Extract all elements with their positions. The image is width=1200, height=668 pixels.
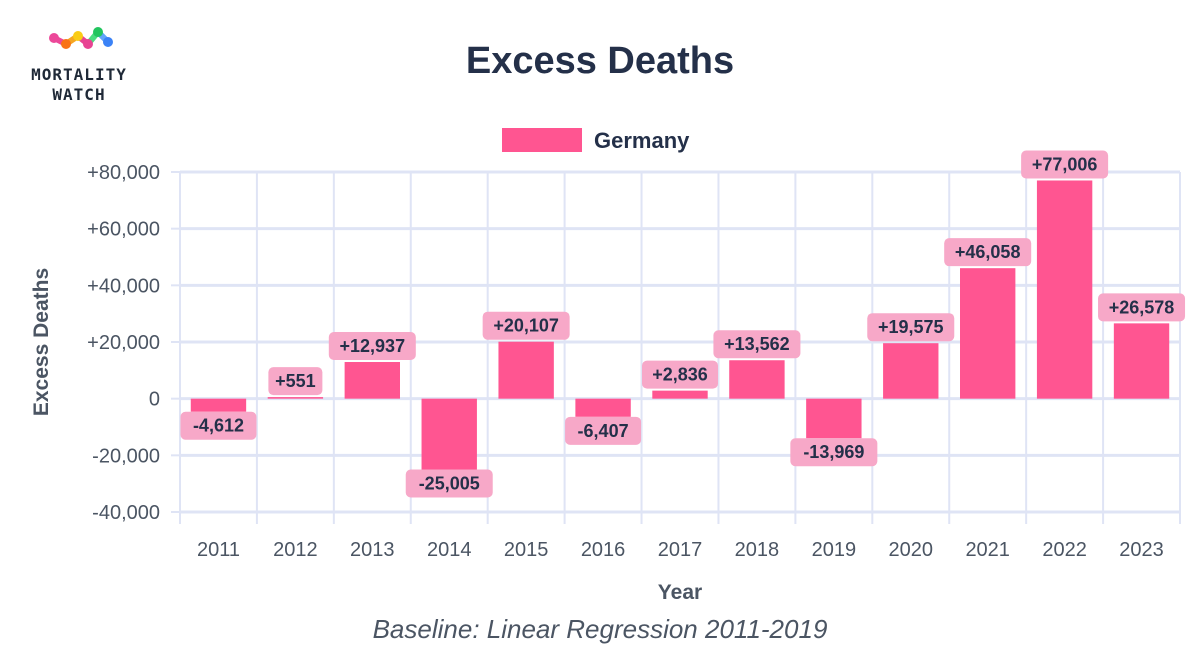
data-label: -4,612	[193, 416, 244, 436]
bar-2012[interactable]	[267, 397, 324, 399]
data-label-box	[1021, 150, 1109, 179]
data-label-box	[790, 438, 878, 467]
y-tick-label: +40,000	[87, 275, 160, 297]
data-label: +46,058	[955, 242, 1021, 262]
bar-2014[interactable]	[421, 398, 477, 470]
axis-layer: +80,000 +60,000 +40,000 +20,000 0 -20,000 -40,…	[87, 162, 1164, 561]
y-tick-label: +20,000	[87, 332, 160, 354]
logo-molecule-icon	[49, 27, 113, 49]
chart-title: Excess Deaths	[465, 40, 735, 82]
bar-2020[interactable]	[883, 343, 939, 399]
logo-text-mortality: MORTALITY	[31, 65, 127, 84]
data-label: -25,005	[419, 474, 480, 494]
x-tick-label: 2022	[1042, 539, 1087, 561]
bar-2019[interactable]	[806, 398, 862, 439]
x-tick-label: 2021	[965, 539, 1010, 561]
data-label: -6,407	[578, 421, 629, 441]
data-label: +12,937	[340, 336, 406, 356]
x-tick-label: 2013	[350, 539, 395, 561]
data-label-box	[944, 238, 1032, 267]
y-tick-label: +80,000	[87, 162, 160, 184]
bar-2011[interactable]	[190, 398, 247, 412]
data-label-box	[180, 411, 257, 440]
data-label-box	[642, 360, 718, 389]
data-label: +19,575	[878, 317, 944, 337]
data-label: +26,578	[1109, 297, 1175, 317]
data-label: +13,562	[724, 334, 790, 354]
data-label-box	[1098, 293, 1186, 322]
x-tick-label: 2012	[273, 539, 318, 561]
data-label-box	[482, 311, 570, 340]
y-tick-label: -40,000	[92, 502, 160, 524]
baseline-footnote: Baseline: Linear Regression 2011-2019	[372, 614, 828, 644]
y-tick-label: 0	[149, 389, 160, 411]
legend-swatch-germany[interactable]	[502, 128, 582, 152]
data-label: +77,006	[1032, 154, 1098, 174]
x-tick-label: 2011	[197, 539, 240, 561]
data-label-box	[405, 469, 493, 498]
x-tick-label: 2017	[658, 539, 703, 561]
bar-2016[interactable]	[575, 398, 631, 417]
x-tick-label: 2016	[581, 539, 626, 561]
x-tick-label: 2020	[889, 539, 934, 561]
bar-2013[interactable]	[344, 362, 400, 399]
mortality-watch-logo: MORTALITY WATCH	[14, 18, 144, 110]
x-tick-label: 2019	[812, 539, 857, 561]
bars-layer	[190, 180, 1170, 470]
bar-2022[interactable]	[1036, 180, 1093, 399]
x-tick-label: 2015	[504, 539, 549, 561]
x-axis-title: Year	[658, 581, 702, 604]
bar-2021[interactable]	[960, 268, 1016, 399]
x-tick-label: 2014	[427, 539, 472, 561]
data-label-box	[565, 416, 642, 445]
bar-2023[interactable]	[1113, 323, 1170, 399]
y-tick-label: +60,000	[87, 219, 160, 241]
bar-2018[interactable]	[729, 360, 785, 399]
data-label-box	[713, 330, 801, 359]
data-label-box	[867, 313, 955, 342]
x-tick-label: 2023	[1119, 539, 1164, 561]
data-labels-layer: -4,612 +551 +12,937 -25,005 +20,107 -6,407 +2,…	[180, 150, 1186, 498]
data-label: +20,107	[493, 316, 559, 336]
data-label-box	[268, 367, 323, 396]
legend-label-germany[interactable]: Germany	[594, 128, 690, 153]
data-label-box	[328, 332, 416, 361]
x-tick-label: 2018	[735, 539, 780, 561]
bar-2015[interactable]	[498, 341, 554, 399]
legend[interactable]: Germany	[502, 128, 690, 153]
logo-text-watch: WATCH	[52, 85, 106, 104]
data-label: -13,969	[803, 442, 864, 462]
y-tick-label: -20,000	[92, 445, 160, 467]
y-axis-title: Excess Deaths	[30, 268, 53, 416]
data-label: +2,836	[652, 365, 708, 385]
data-label: +551	[275, 371, 316, 391]
bar-2017[interactable]	[652, 390, 708, 399]
